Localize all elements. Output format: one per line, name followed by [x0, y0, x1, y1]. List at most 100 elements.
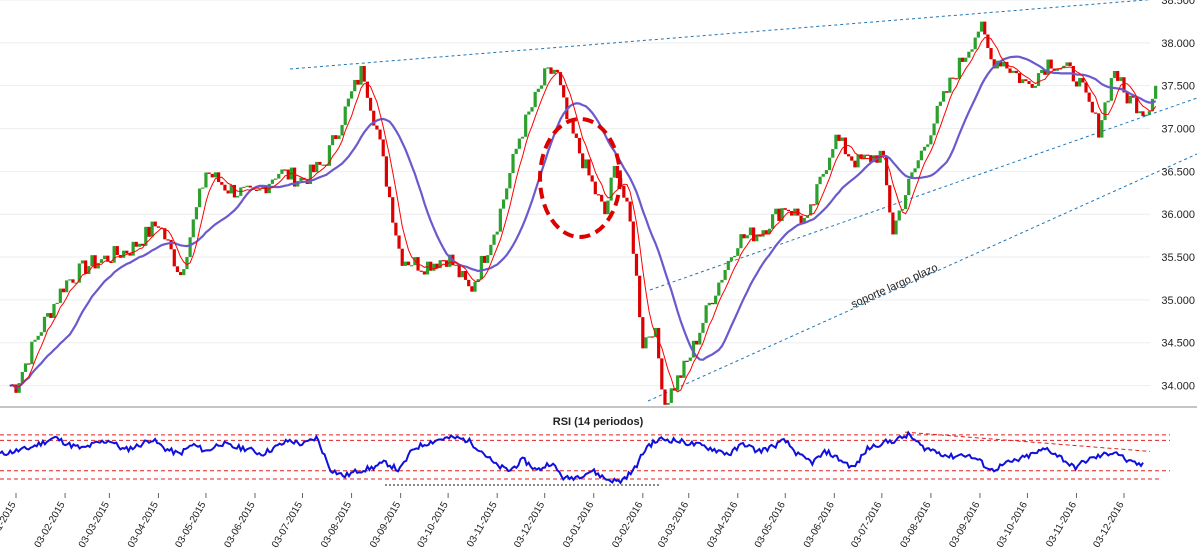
candle — [368, 97, 373, 111]
y-tick-label: 38.000 — [1161, 38, 1195, 50]
candle — [771, 214, 775, 229]
candle — [1103, 102, 1107, 121]
candle — [802, 217, 806, 223]
candle — [343, 106, 347, 125]
candle — [42, 316, 47, 333]
candle — [945, 91, 949, 93]
highlight-ellipse-shape — [538, 117, 622, 239]
candle — [270, 179, 275, 184]
candle — [489, 244, 493, 256]
candle — [460, 270, 464, 278]
candle — [615, 165, 620, 179]
x-tick-label: 03-01-2015 — [0, 500, 19, 550]
candle — [39, 332, 43, 336]
candle — [593, 181, 597, 195]
candle — [976, 31, 980, 38]
candle — [916, 160, 920, 169]
x-tick-label: 03-04-2016 — [705, 500, 740, 550]
candle — [122, 250, 126, 258]
candle — [27, 363, 31, 365]
candle — [179, 272, 183, 276]
x-tick-label: 03-11-2016 — [1044, 500, 1079, 550]
candle — [524, 114, 528, 137]
candle — [973, 37, 977, 50]
candle — [1144, 114, 1148, 117]
candle — [983, 21, 987, 35]
candle — [992, 59, 996, 69]
candle — [486, 255, 490, 263]
candle — [232, 184, 237, 198]
candle — [346, 98, 350, 107]
candle — [448, 254, 452, 267]
candle — [1100, 120, 1104, 138]
candle — [1068, 62, 1072, 67]
y-tick-label: 37.500 — [1161, 81, 1195, 93]
candle — [1084, 82, 1088, 93]
support-annotation: soporte largo plazo — [849, 262, 939, 311]
candle — [384, 156, 388, 187]
candle — [308, 164, 313, 185]
candle — [827, 157, 832, 171]
y-tick-label: 36.000 — [1161, 209, 1195, 221]
candle — [454, 264, 458, 266]
candle — [894, 220, 898, 235]
candle — [748, 227, 753, 236]
candle — [628, 201, 632, 222]
candle — [1036, 73, 1041, 86]
candle — [761, 230, 765, 237]
candle — [824, 170, 829, 175]
candle — [1046, 59, 1050, 75]
candle — [68, 279, 72, 281]
candle — [397, 235, 401, 249]
candle — [422, 271, 426, 275]
candle — [929, 135, 933, 145]
candle — [283, 169, 287, 171]
candle — [340, 124, 344, 136]
candle — [207, 172, 211, 174]
candle — [581, 153, 585, 169]
date-x-axis: 03-01-2015 03-02-2015 03-03-2015 03-04-2015… — [0, 493, 1127, 550]
candle — [30, 341, 34, 365]
candle — [1125, 92, 1129, 104]
candle — [245, 185, 249, 187]
candle — [213, 172, 218, 178]
candle — [438, 260, 442, 269]
candle — [150, 221, 154, 237]
candle — [546, 67, 550, 69]
candle — [141, 243, 145, 246]
candle — [236, 195, 240, 198]
candle — [391, 197, 395, 223]
candle — [273, 178, 278, 180]
upper-resistance-line — [289, 0, 1152, 70]
candle — [837, 134, 841, 141]
sma-slow-line — [9, 55, 1157, 389]
candle — [109, 261, 113, 263]
candle — [926, 144, 930, 147]
candle — [530, 107, 534, 112]
candle — [600, 194, 604, 202]
candle — [539, 85, 544, 89]
candle — [872, 155, 876, 163]
candle — [960, 57, 965, 62]
candle — [1128, 95, 1132, 104]
candle — [780, 208, 784, 221]
candle — [913, 168, 917, 173]
candle — [58, 288, 62, 303]
candle — [1116, 70, 1120, 81]
candle — [663, 389, 667, 405]
rsi-series-line — [0, 430, 1144, 485]
candle — [128, 253, 132, 256]
candle — [903, 195, 908, 210]
candle — [65, 280, 69, 293]
candle — [609, 177, 613, 201]
candle — [755, 234, 759, 242]
candle — [77, 263, 81, 283]
candle — [676, 375, 680, 391]
candle — [410, 265, 414, 267]
candle — [919, 150, 923, 161]
x-tick-label: 03-10-2016 — [995, 500, 1030, 550]
candle — [33, 339, 37, 342]
candle — [473, 281, 477, 292]
candle — [704, 305, 708, 323]
candle — [881, 150, 886, 157]
